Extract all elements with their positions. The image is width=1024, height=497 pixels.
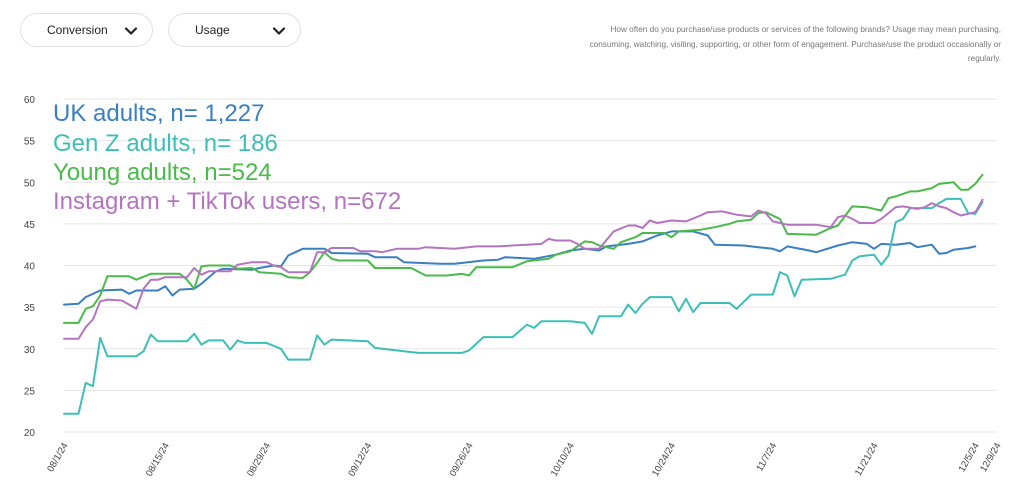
series-line [63,230,977,306]
x-tick-label: 09/12/24 [346,441,374,479]
y-tick-label: 45 [24,220,36,231]
x-tick-label: 08/15/24 [144,441,172,479]
x-tick-label: 09/26/24 [448,441,476,479]
series-line [63,197,984,415]
chevron-down-icon [124,27,138,35]
usage-dropdown[interactable]: Usage [168,13,301,47]
x-tick-label: 08/1/24 [45,441,70,474]
y-tick-label: 35 [24,303,36,314]
legend-entry: Gen Z adults, n= 186 [53,130,278,157]
x-tick-label: 08/29/24 [245,441,273,479]
y-tick-label: 30 [24,345,36,356]
x-tick-label: 10/24/24 [650,441,678,479]
chevron-down-icon [272,27,286,35]
usage-dropdown-label: Usage [195,23,230,37]
series-line [63,198,984,340]
legend-entry: Instagram + TikTok users, n=672 [53,188,401,215]
x-tick-label: 12/9/24 [978,441,1003,474]
x-tick-label: 10/10/24 [549,441,577,479]
legend-entry: Young adults, n=524 [53,159,272,186]
conversion-dropdown[interactable]: Conversion [20,13,153,47]
question-note: How often do you purchase/use products o… [589,25,1001,63]
conversion-dropdown-label: Conversion [47,23,108,37]
y-tick-label: 60 [24,95,36,106]
x-tick-label: 11/21/24 [853,441,881,478]
series-line [63,173,984,324]
y-tick-label: 20 [24,428,36,439]
y-tick-label: 40 [24,262,36,273]
y-tick-label: 50 [24,178,36,189]
y-tick-label: 55 [24,137,36,148]
y-tick-label: 25 [24,386,36,397]
x-tick-label: 11/7/24 [754,441,779,473]
legend-entry: UK adults, n= 1,227 [53,100,264,127]
